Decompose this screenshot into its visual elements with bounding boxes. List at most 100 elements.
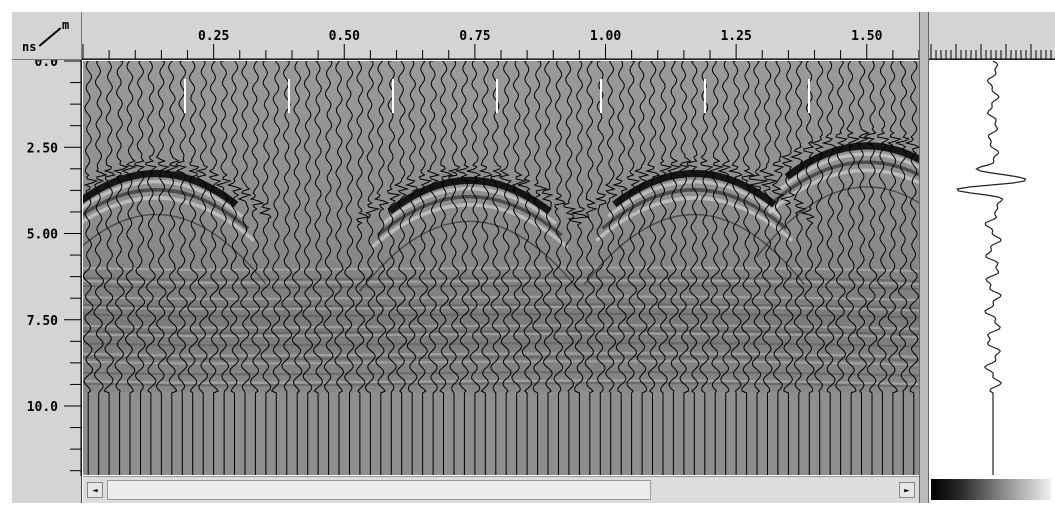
wiggle-trace [312,61,324,475]
wiggle-trace [364,61,381,475]
wiggle-trace [594,61,607,475]
wiggle-trace [103,61,116,475]
y-tick-label: 2.50 [27,141,58,156]
wiggle-trace [887,61,902,475]
wiggle-trace [281,61,293,475]
wiggle-trace [800,61,816,475]
wiggle-trace [634,61,650,475]
wiggle-trace [208,61,222,475]
wiggle-trace [835,61,848,475]
wiggle-trace [498,61,512,475]
wiggle-trace [771,61,785,475]
wiggle-trace [93,61,108,475]
scroll-left-button[interactable]: ◄ [87,482,103,498]
distance-ruler: 0.25 0.50 0.75 1.00 1.25 1.50 [82,12,920,60]
wiggle-trace [567,61,590,475]
wiggle-trace [717,61,732,475]
wiggle-trace [373,61,390,475]
single-trace-view[interactable] [929,60,1055,475]
wiggle-trace [553,61,567,475]
wiggle-trace [657,61,673,475]
axis-units-corner: m ns [12,12,82,60]
reflector-streak [83,284,919,291]
reflector-streak [83,381,919,388]
wiggle-trace [258,61,272,475]
wiggle-trace [302,61,314,475]
wiggle-trace [438,61,454,475]
wiggle-trace [895,61,910,475]
reflector-streak [83,279,919,286]
wiggle-trace [404,61,419,475]
wiggle-trace [144,61,158,475]
wiggle-trace [120,61,137,475]
horizontal-scrollbar[interactable]: ◄ ► [83,476,919,503]
x-tick-label: 0.50 [329,29,360,44]
reflector-streak [83,303,919,309]
wiggle-trace [344,61,355,475]
colorbar-area [929,476,1055,503]
wiggle-trace [699,61,714,475]
reflector-streak [83,305,919,312]
radargram-plot[interactable] [83,61,919,475]
wiggle-trace [270,61,282,475]
wiggle-trace [155,61,171,475]
wiggle-trace [385,61,402,475]
wiggle-trace [83,61,99,475]
wiggle-trace [447,61,461,475]
single-trace-canvas [956,60,1027,475]
y-tick-label: 0.0 [35,60,59,70]
reflector-streak [83,352,919,358]
wiggle-trace [644,61,661,475]
wiggle-trace [237,61,253,475]
wiggle-trace [133,61,146,475]
scroll-right-button[interactable]: ► [899,482,915,498]
wiggle-trace [291,61,303,475]
unit-divider-slash [38,27,62,47]
scroll-thumb[interactable] [107,480,651,500]
wiggle-trace [780,61,796,475]
amplitude-ruler [929,12,1055,60]
distance-ruler-svg: 0.25 0.50 0.75 1.00 1.25 1.50 [82,29,920,60]
wiggle-trace [904,61,919,475]
radargram-canvas [83,61,919,475]
amplitude-ruler-svg [929,44,1055,60]
wiggle-trace [323,61,335,475]
grayscale-colorbar [931,479,1051,500]
ruler-corner-bottom [12,476,82,503]
reflector-streak [83,370,919,377]
wiggle-trace [809,61,825,475]
wiggle-trace [626,61,641,475]
trace-waveform [956,60,1027,475]
wiggle-trace [667,61,682,475]
wiggle-trace [532,61,549,475]
x-tick-label: 1.50 [851,29,882,44]
x-tick-label: 0.25 [198,29,229,44]
wiggle-trace [455,61,470,475]
reflector-streak [83,329,919,336]
x-unit-label: m [62,18,70,32]
x-tick-label: 1.00 [590,29,621,44]
wiggle-trace [511,61,528,475]
wiggle-trace [741,61,755,475]
x-tick-label: 1.25 [720,29,751,44]
wiggle-trace [417,61,433,475]
wiggle-trace [855,61,871,475]
reflector-streak [83,355,919,362]
wiggle-trace [845,61,861,475]
wiggle-trace [165,61,180,475]
wiggle-trace [605,61,619,475]
reflector-streak [83,266,919,273]
reflector-streak [83,312,919,319]
wiggle-trace [175,61,188,475]
wiggle-trace [478,61,493,475]
wiggle-trace [187,61,200,475]
wiggle-trace [466,61,482,475]
wiggle-trace [249,61,265,475]
panel-splitter[interactable] [919,12,929,503]
hyperbola-reflection [359,176,581,292]
y-tick-label: 5.00 [27,228,58,243]
reflector-streak [83,295,919,302]
wiggle-trace [393,61,410,475]
time-ruler: 0.0 2.50 5.00 7.50 10.0 [12,55,82,503]
